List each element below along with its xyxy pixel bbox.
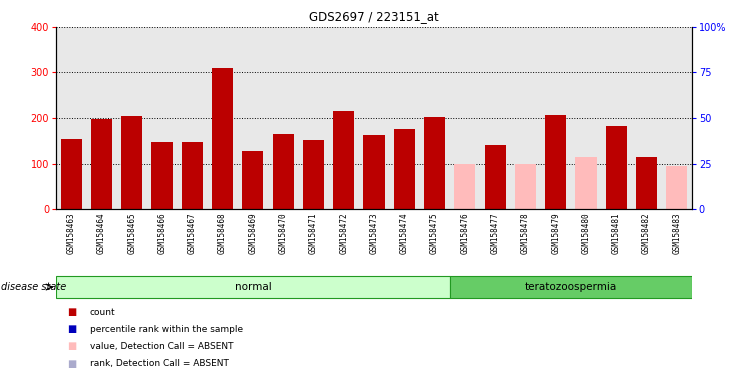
Bar <box>333 111 355 209</box>
Bar <box>424 117 445 209</box>
Text: GSM158468: GSM158468 <box>218 213 227 254</box>
Text: GSM158475: GSM158475 <box>430 213 439 254</box>
Bar <box>515 164 536 209</box>
Text: disease state: disease state <box>1 282 67 292</box>
Bar <box>91 119 112 209</box>
Bar <box>364 135 384 209</box>
Bar <box>303 139 324 209</box>
Text: rank, Detection Call = ABSENT: rank, Detection Call = ABSENT <box>90 359 229 368</box>
Bar <box>606 126 627 209</box>
Text: count: count <box>90 308 115 317</box>
Bar <box>575 157 596 209</box>
Text: teratozoospermia: teratozoospermia <box>524 282 617 292</box>
Text: GSM158477: GSM158477 <box>491 213 500 254</box>
Text: GSM158472: GSM158472 <box>340 213 349 254</box>
Bar <box>666 166 687 209</box>
Text: GSM158474: GSM158474 <box>399 213 408 254</box>
Text: GSM158470: GSM158470 <box>279 213 288 254</box>
Text: GSM158463: GSM158463 <box>67 213 76 254</box>
Text: GSM158467: GSM158467 <box>188 213 197 254</box>
Text: GSM158464: GSM158464 <box>97 213 106 254</box>
Bar <box>182 142 203 209</box>
Bar <box>485 146 506 209</box>
Text: GSM158481: GSM158481 <box>612 213 621 254</box>
Text: ■: ■ <box>67 359 76 369</box>
Bar <box>545 115 566 209</box>
Bar <box>454 164 476 209</box>
Text: percentile rank within the sample: percentile rank within the sample <box>90 325 243 334</box>
Bar <box>272 134 294 209</box>
Bar <box>151 142 173 209</box>
Text: GSM158483: GSM158483 <box>672 213 681 254</box>
Text: value, Detection Call = ABSENT: value, Detection Call = ABSENT <box>90 342 233 351</box>
Bar <box>212 68 233 209</box>
Bar <box>636 157 657 209</box>
Text: ■: ■ <box>67 307 76 317</box>
Text: ■: ■ <box>67 341 76 351</box>
Text: GSM158465: GSM158465 <box>127 213 136 254</box>
Text: GSM158473: GSM158473 <box>370 213 378 254</box>
Text: GSM158476: GSM158476 <box>460 213 469 254</box>
Text: GSM158466: GSM158466 <box>158 213 167 254</box>
Bar <box>56 276 450 298</box>
Bar <box>393 129 415 209</box>
Bar <box>450 276 692 298</box>
Text: ■: ■ <box>67 324 76 334</box>
Bar <box>121 116 142 209</box>
Bar <box>61 139 82 209</box>
Text: GSM158478: GSM158478 <box>521 213 530 254</box>
Text: GSM158482: GSM158482 <box>642 213 651 254</box>
Bar <box>242 151 263 209</box>
Text: GSM158479: GSM158479 <box>551 213 560 254</box>
Text: GDS2697 / 223151_at: GDS2697 / 223151_at <box>309 10 439 23</box>
Text: GSM158480: GSM158480 <box>581 213 590 254</box>
Text: normal: normal <box>235 282 272 292</box>
Text: GSM158469: GSM158469 <box>248 213 257 254</box>
Text: GSM158471: GSM158471 <box>309 213 318 254</box>
